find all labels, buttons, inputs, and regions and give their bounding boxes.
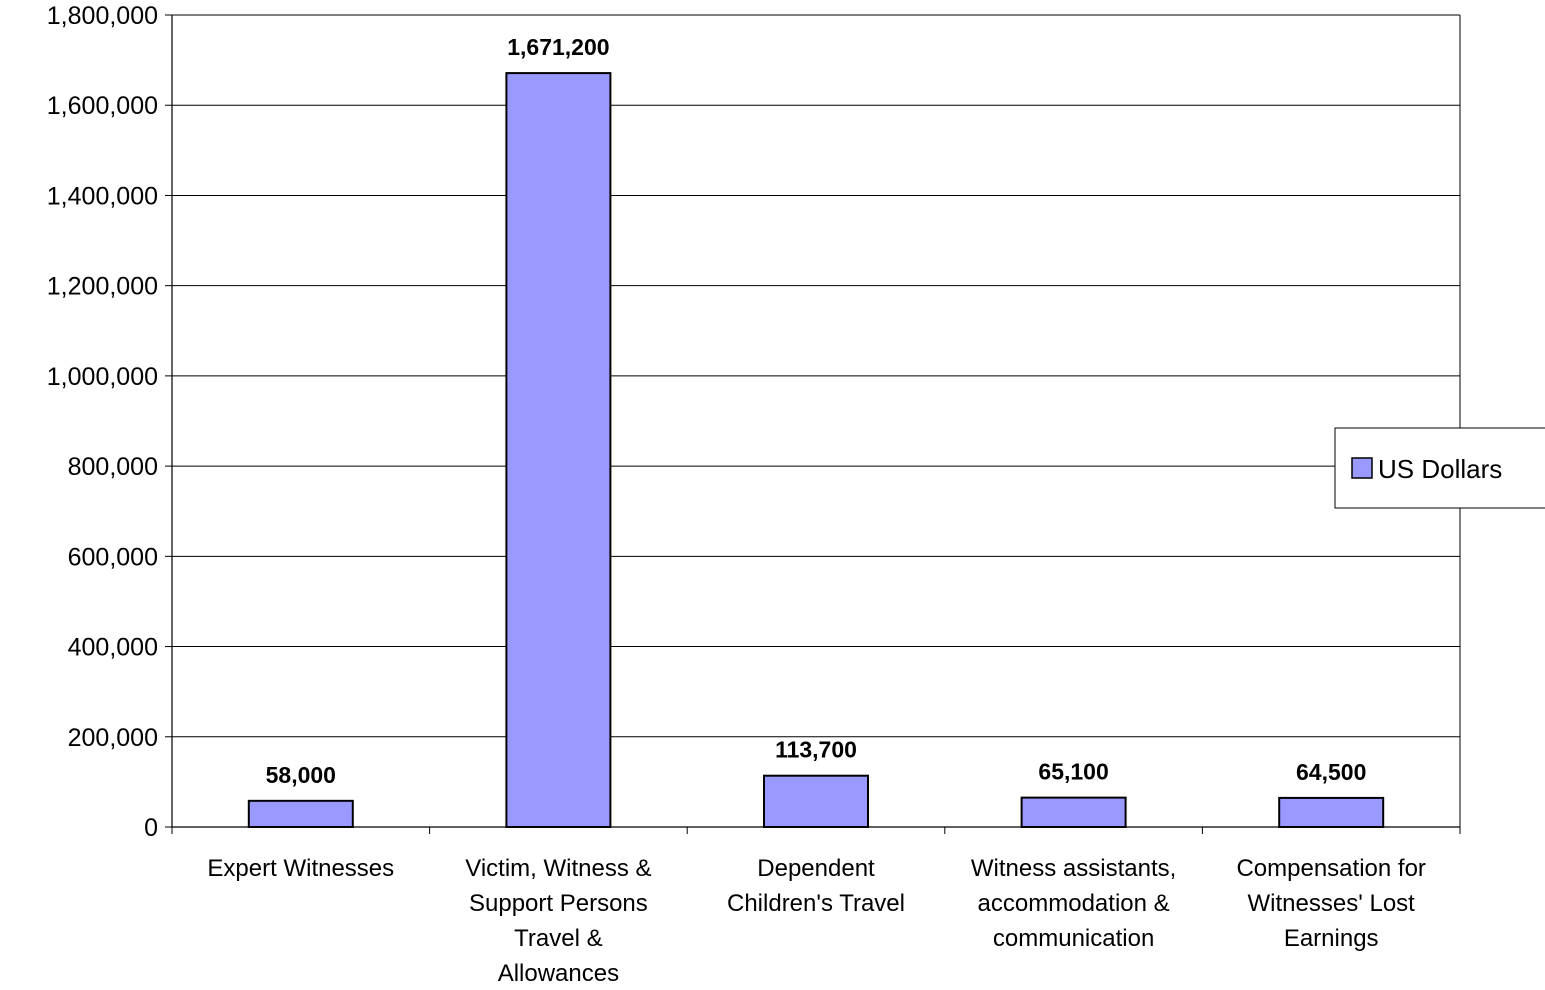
- x-category-label-line: Witness assistants,: [971, 855, 1176, 882]
- x-category-label-line: Dependent: [757, 855, 875, 882]
- bar: [763, 774, 869, 829]
- gridlines: [172, 14, 1460, 738]
- bar: [505, 72, 612, 829]
- y-tick-label: 400,000: [68, 634, 158, 662]
- x-category-label-line: Support Persons: [469, 890, 648, 917]
- x-category-label-line: Travel &: [514, 925, 602, 952]
- y-tick-label: 1,800,000: [47, 2, 158, 30]
- axes: [165, 14, 1461, 834]
- x-category-label: Expert Witnesses: [207, 855, 394, 882]
- x-category-label-line: accommodation &: [978, 890, 1170, 917]
- x-category-label-line: Compensation for: [1236, 855, 1425, 882]
- y-tick-label: 600,000: [68, 543, 158, 571]
- y-tick-label: 800,000: [68, 453, 158, 481]
- y-tick-label: 200,000: [68, 724, 158, 752]
- legend: US Dollars: [1334, 427, 1545, 509]
- data-label: 113,700: [775, 737, 857, 763]
- bar: [1278, 796, 1385, 828]
- x-category-label-line: Earnings: [1284, 925, 1379, 952]
- y-axis-ticks: 0 200,000 400,000 600,000 800,000 1,000,000 1,…: [47, 2, 158, 842]
- x-category-label-line: Expert Witnesses: [207, 855, 394, 882]
- x-category-label-line: communication: [993, 925, 1154, 952]
- legend-label: US Dollars: [1378, 454, 1502, 484]
- y-tick-label: 1,200,000: [47, 273, 158, 301]
- x-category-label: Compensation for Witnesses' Lost Earnings: [1236, 855, 1425, 952]
- data-label: 1,671,200: [507, 34, 609, 60]
- bars: [247, 72, 1385, 829]
- y-tick-label: 0: [144, 814, 158, 842]
- x-category-label-line: Victim, Witness &: [465, 855, 651, 882]
- x-category-label: Victim, Witness & Support Persons Travel &…: [465, 855, 651, 985]
- data-labels: 58,000 1,671,200 113,700 65,100 64,500: [266, 34, 1367, 788]
- x-axis-categories: Expert Witnesses Victim, Witness & Support…: [207, 855, 1425, 987]
- bar: [1020, 796, 1127, 829]
- y-tick-label: 1,000,000: [47, 363, 158, 391]
- data-label: 58,000: [266, 762, 336, 788]
- y-tick-label: 1,600,000: [47, 92, 158, 120]
- x-category-label-line: Children's Travel: [727, 890, 905, 917]
- data-label: 64,500: [1296, 759, 1366, 785]
- y-tick-label: 1,400,000: [47, 182, 158, 210]
- x-category-label: Witness assistants, accommodation & commun…: [971, 855, 1176, 952]
- bar: [247, 799, 354, 829]
- x-category-label: Dependent Children's Travel: [727, 855, 905, 917]
- data-label: 65,100: [1038, 759, 1108, 785]
- x-category-label-line: Witnesses' Lost: [1248, 890, 1416, 917]
- legend-swatch: [1351, 457, 1373, 479]
- x-category-label-line: Allowances: [498, 960, 619, 985]
